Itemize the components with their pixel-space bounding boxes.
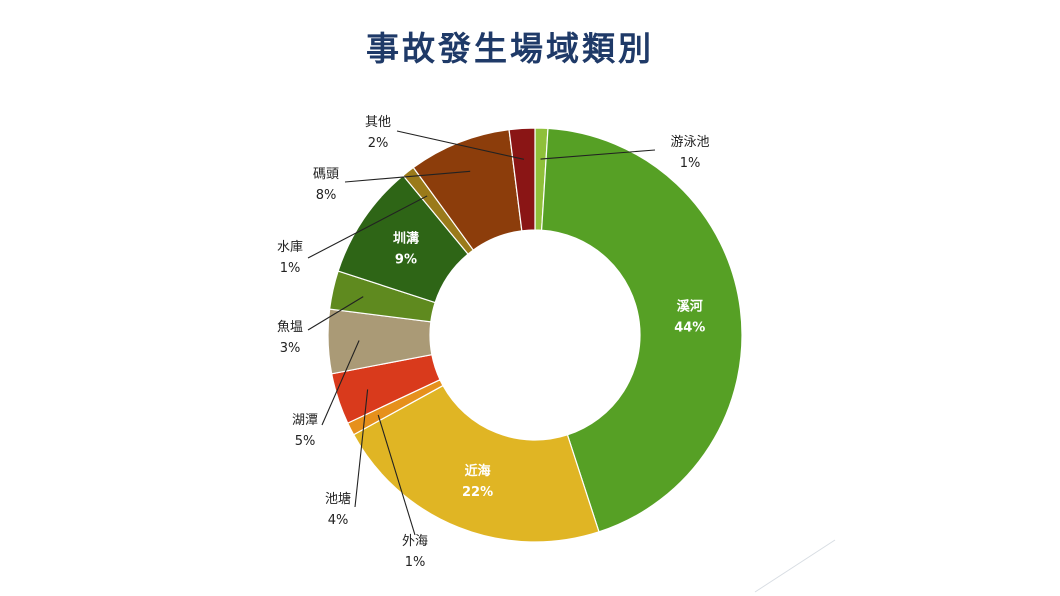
slice-value-池塘: 4% xyxy=(328,513,349,528)
leader-line-碼頭 xyxy=(344,170,471,183)
leader-line-其他 xyxy=(396,130,525,160)
slice-溪河 xyxy=(540,127,743,533)
leader-line-水庫 xyxy=(307,195,428,259)
slice-label-近海: 近海 xyxy=(465,463,491,479)
leader-line-湖潭 xyxy=(321,340,360,426)
chart-title: 事故發生場域類別 xyxy=(366,29,654,68)
slice-近海 xyxy=(352,384,600,543)
slice-value-近海: 22% xyxy=(462,485,493,500)
slice-value-魚塭: 3% xyxy=(280,341,301,356)
slice-value-水庫: 1% xyxy=(280,261,301,276)
slice-value-外海: 1% xyxy=(405,555,426,570)
slice-value-圳溝: 9% xyxy=(395,252,417,267)
slice-label-溪河: 溪河 xyxy=(677,298,703,314)
slice-value-溪河: 44% xyxy=(674,320,705,335)
slice-label-湖潭: 湖潭 xyxy=(292,413,318,428)
slice-label-水庫: 水庫 xyxy=(277,240,303,255)
slice-其他 xyxy=(508,127,536,232)
slice-label-圳溝: 圳溝 xyxy=(393,230,419,246)
slice-label-魚塭: 魚塭 xyxy=(277,320,303,335)
decorative-line xyxy=(754,539,836,593)
labels-group: 游泳池 1% 溪河 44% 近海 22% 外海 1% 池塘 4% 湖潭 5% 魚塭 3% 圳溝 9% 水庫 1% 碼… xyxy=(277,115,710,570)
slice-label-其他: 其他 xyxy=(365,115,391,130)
leader-line-池塘 xyxy=(354,389,369,508)
slice-label-外海: 外海 xyxy=(402,534,428,549)
slice-value-碼頭: 8% xyxy=(316,188,337,203)
slice-label-碼頭: 碼頭 xyxy=(313,167,339,182)
leader-line-魚塭 xyxy=(307,296,364,331)
slice-value-其他: 2% xyxy=(368,136,389,151)
slice-label-池塘: 池塘 xyxy=(325,491,351,507)
slice-value-湖潭: 5% xyxy=(295,434,316,449)
leader-line-外海 xyxy=(377,414,416,536)
slices-group xyxy=(327,127,743,543)
slice-value-游泳池: 1% xyxy=(680,156,701,171)
leader-line-游泳池 xyxy=(540,149,656,160)
slice-label-游泳池: 游泳池 xyxy=(670,135,709,150)
